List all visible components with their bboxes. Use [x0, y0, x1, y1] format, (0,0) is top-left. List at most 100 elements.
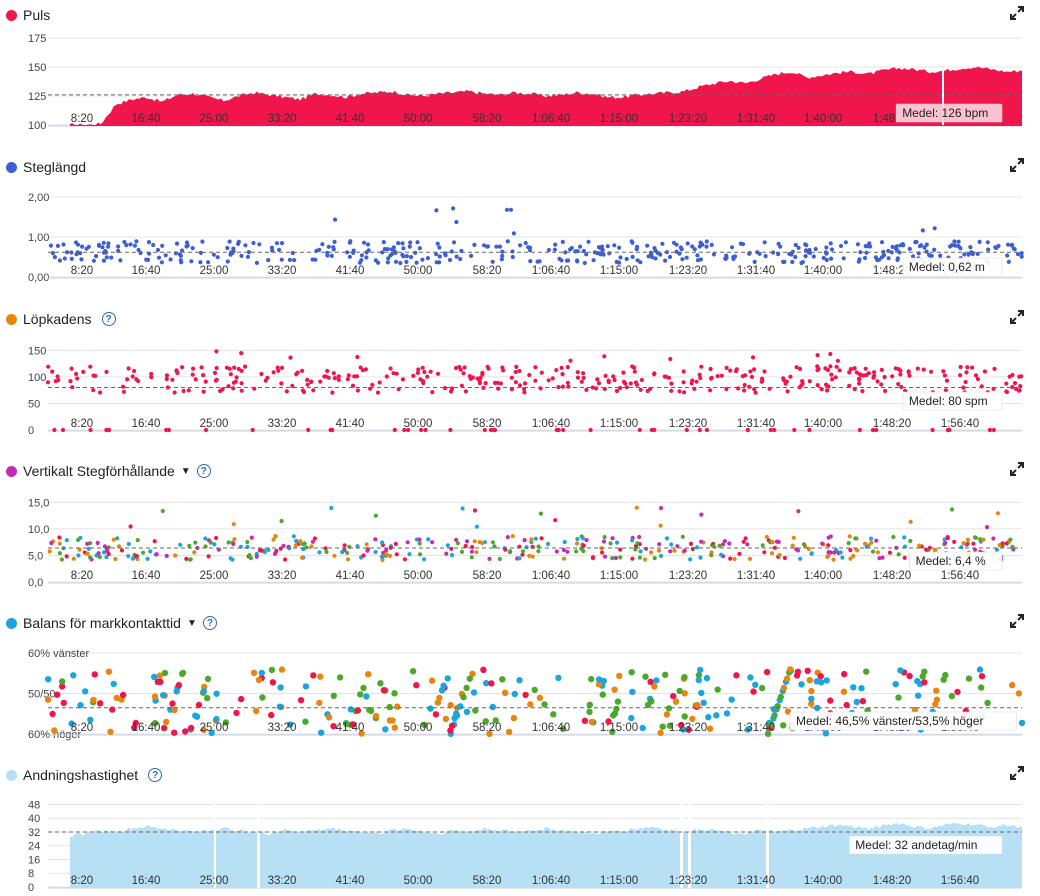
expand-icon[interactable]: [1010, 614, 1024, 628]
data-point: [388, 366, 393, 371]
data-point: [122, 239, 127, 245]
data-point: [978, 684, 985, 691]
data-point: [469, 253, 474, 258]
data-point: [536, 694, 544, 701]
data-point: [76, 553, 81, 558]
data-point: [841, 256, 846, 261]
data-point: [768, 721, 775, 728]
data-point: [847, 534, 852, 539]
data-point: [355, 544, 360, 549]
balans-title-row: Balans för markkontakttid ▼ ?: [6, 614, 217, 632]
data-point: [486, 730, 493, 737]
data-point: [345, 557, 351, 562]
data-point: [271, 537, 276, 542]
data-point: [560, 239, 565, 244]
data-point: [435, 371, 441, 376]
data-point: [922, 245, 927, 250]
data-point: [69, 366, 74, 371]
expand-icon[interactable]: [1010, 6, 1024, 20]
data-point: [737, 551, 742, 556]
data-point: [911, 706, 919, 714]
data-point: [635, 541, 640, 546]
data-point: [537, 259, 542, 264]
data-point: [921, 668, 928, 675]
data-point: [520, 552, 525, 557]
data-point: [55, 374, 60, 379]
data-point: [226, 540, 231, 545]
dropdown-caret-icon[interactable]: ▼: [186, 617, 197, 629]
data-point: [480, 666, 487, 673]
data-point: [245, 539, 250, 545]
data-point: [434, 208, 439, 213]
data-point: [527, 248, 533, 253]
data-point: [908, 519, 913, 524]
data-point: [649, 550, 654, 555]
data-point: [704, 239, 709, 244]
expand-icon[interactable]: [1010, 766, 1024, 780]
mean-label-box: [895, 103, 1003, 123]
data-point: [612, 377, 617, 383]
data-point: [447, 701, 454, 709]
data-point: [987, 427, 993, 433]
data-point: [501, 689, 509, 696]
help-icon[interactable]: ?: [196, 464, 211, 478]
x-tick-label: 50:00: [404, 722, 433, 734]
data-point: [270, 248, 275, 253]
data-point: [488, 427, 494, 433]
data-point: [116, 544, 121, 549]
mean-label-box: [848, 835, 1003, 855]
data-point: [393, 259, 399, 264]
data-point: [492, 717, 499, 724]
data-point: [829, 256, 834, 261]
data-point: [840, 688, 848, 695]
data-point: [949, 243, 955, 248]
data-point: [340, 550, 345, 555]
data-point: [91, 671, 99, 678]
data-point: [913, 240, 918, 245]
data-point: [685, 241, 690, 246]
data-point: [976, 666, 984, 673]
y-tick-label: 100: [28, 372, 46, 384]
dropdown-caret-icon[interactable]: ▼: [180, 465, 191, 477]
data-point: [860, 389, 865, 394]
data-point: [857, 427, 862, 433]
data-point: [118, 258, 123, 263]
data-point: [948, 692, 956, 700]
help-icon[interactable]: ?: [148, 768, 163, 782]
data-point: [463, 389, 468, 394]
data-point: [115, 536, 120, 541]
help-icon[interactable]: ?: [202, 616, 217, 630]
data-point: [676, 687, 683, 695]
expand-icon[interactable]: [1010, 310, 1024, 324]
data-point: [598, 246, 603, 251]
data-point: [443, 251, 448, 257]
data-point: [481, 243, 487, 248]
data-point: [825, 388, 830, 393]
data-point: [824, 257, 829, 263]
data-point: [259, 371, 264, 377]
data-point: [750, 355, 756, 360]
help-icon[interactable]: ?: [101, 312, 116, 326]
data-point: [88, 555, 93, 560]
data-point: [52, 255, 58, 260]
data-point: [432, 711, 440, 718]
data-point: [448, 722, 456, 730]
data-point: [239, 388, 244, 393]
data-point: [332, 553, 337, 558]
data-point: [380, 687, 388, 694]
expand-icon[interactable]: [1010, 158, 1024, 172]
data-point: [609, 728, 616, 735]
expand-icon[interactable]: [1010, 462, 1024, 476]
data-point: [752, 367, 757, 372]
x-tick-label: 1:15:00: [600, 265, 638, 277]
data-point: [268, 711, 275, 719]
data-point: [126, 366, 131, 371]
data-point: [277, 247, 282, 252]
data-point: [942, 671, 949, 679]
data-point: [719, 552, 724, 557]
data-point: [914, 677, 921, 685]
data-point: [332, 239, 337, 244]
data-point: [490, 540, 495, 545]
data-point: [258, 669, 265, 677]
data-point: [104, 427, 109, 433]
